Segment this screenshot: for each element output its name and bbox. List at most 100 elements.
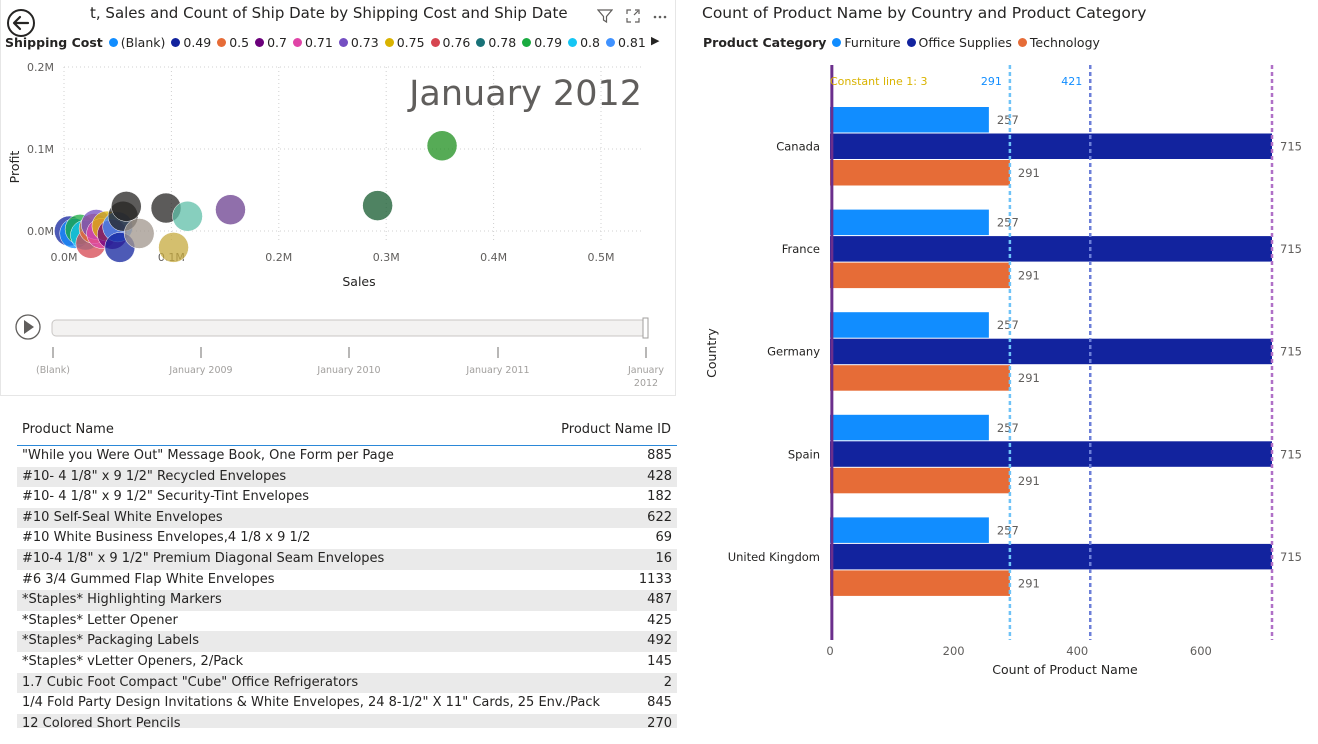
data-label: 257 xyxy=(997,523,1019,537)
cell-product-name: #6 3/4 Gummed Flap White Envelopes xyxy=(22,571,275,587)
reference-line-label: 291 xyxy=(981,75,1002,88)
play-axis-date-label: January 2012 xyxy=(407,74,642,114)
data-label: 715 xyxy=(1280,345,1302,359)
cell-product-name: *Staples* Highlighting Markers xyxy=(22,592,222,608)
cell-product-name: #10 White Business Envelopes,4 1/8 x 9 1… xyxy=(22,530,311,546)
bubble xyxy=(158,232,189,263)
table-row[interactable]: *Staples* Highlighting Markers 487 xyxy=(17,590,677,611)
legend-swatch xyxy=(906,38,916,47)
scatter-legend-item[interactable]: 0.8 xyxy=(568,35,600,50)
timeline-label: 2012 xyxy=(634,378,658,389)
table-row[interactable]: #10- 4 1/8" x 9 1/2" Security-Tint Envel… xyxy=(17,487,677,508)
table-row[interactable]: 12 Colored Short Pencils 270 xyxy=(17,713,677,728)
table-row[interactable]: #10 White Business Envelopes,4 1/8 x 9 1… xyxy=(17,528,677,549)
cell-product-id: 845 xyxy=(647,695,672,711)
more-options-icon[interactable] xyxy=(652,8,668,24)
play-icon xyxy=(24,320,34,334)
bar xyxy=(830,107,989,133)
table-row[interactable]: 1/4 Fold Party Design Invitations & Whit… xyxy=(17,693,677,714)
scatter-legend-item[interactable]: (Blank) xyxy=(108,35,166,50)
x-axis-title: Sales xyxy=(342,274,375,289)
scatter-legend-item[interactable]: 0.73 xyxy=(338,35,379,50)
data-label: 291 xyxy=(1018,166,1040,180)
legend-swatch xyxy=(1017,38,1027,47)
bar-legend-item[interactable]: Furniture xyxy=(832,35,901,50)
col-header-product-name[interactable]: Product Name xyxy=(22,422,114,437)
scatter-legend-item[interactable]: 0.81 xyxy=(605,35,646,50)
x-tick-label: 0.4M xyxy=(480,251,507,264)
cell-product-name: *Staples* Packaging Labels xyxy=(22,633,200,649)
category-label: Germany xyxy=(767,345,820,359)
cell-product-name: 12 Colored Short Pencils xyxy=(22,715,181,728)
bubble xyxy=(215,194,246,225)
cell-product-id: 16 xyxy=(655,550,672,566)
bar-legend-item[interactable]: Technology xyxy=(1017,35,1100,50)
legend-label: (Blank) xyxy=(120,35,166,50)
timeline-label: (Blank) xyxy=(36,365,70,376)
table-row[interactable]: #10-4 1/8" x 9 1/2" Premium Diagonal Sea… xyxy=(17,548,677,570)
bar-legend-item[interactable]: Office Supplies xyxy=(906,35,1012,50)
cell-product-name: #10- 4 1/8" x 9 1/2" Security-Tint Envel… xyxy=(22,489,309,505)
table-row[interactable]: #10 Self-Seal White Envelopes 622 xyxy=(17,507,677,529)
legend-label: 0.71 xyxy=(305,35,333,50)
y-tick-label: 0.2M xyxy=(27,61,54,74)
bubble xyxy=(426,130,458,161)
legend-next-arrow[interactable]: ▶ xyxy=(651,34,660,47)
bar xyxy=(830,441,1272,467)
legend-label: 0.81 xyxy=(617,35,646,50)
legend-label: 0.8 xyxy=(580,35,600,50)
table-row[interactable]: "While you Were Out" Message Book, One F… xyxy=(17,446,677,467)
timeline-label: January 2010 xyxy=(316,365,380,376)
cell-product-name: 1/4 Fold Party Design Invitations & Whit… xyxy=(22,695,601,711)
bar-title: Count of Product Name by Country and Pro… xyxy=(702,4,1147,22)
timeline-label: January 2011 xyxy=(465,365,529,376)
table-row[interactable]: #10- 4 1/8" x 9 1/2" Recycled Envelopes 4… xyxy=(17,466,677,488)
scatter-legend-item[interactable]: 0.75 xyxy=(384,35,425,50)
cell-product-id: 492 xyxy=(647,633,672,649)
legend-swatch xyxy=(293,38,302,47)
data-label: 291 xyxy=(1018,576,1040,590)
category-label: France xyxy=(782,242,820,256)
cell-product-id: 2 xyxy=(663,674,672,690)
scatter-legend-item[interactable]: 0.76 xyxy=(430,35,470,50)
scatter-legend-item[interactable]: 0.49 xyxy=(171,35,211,50)
cell-product-id: 270 xyxy=(647,715,672,728)
table-row[interactable]: *Staples* Packaging Labels 492 xyxy=(17,631,677,652)
legend-title: Shipping Cost xyxy=(5,35,103,50)
scatter-legend-item[interactable]: 0.79 xyxy=(522,35,562,50)
focus-mode-icon[interactable] xyxy=(625,8,641,24)
scatter-visual[interactable]: t, Sales and Count of Ship Date by Shipp… xyxy=(0,0,676,396)
scatter-plot: 0.2M0.1M0.0M0.0M0.1M0.2M0.3M0.4M0.5MSale… xyxy=(7,61,664,389)
timeline-handle[interactable] xyxy=(642,317,649,339)
data-label: 257 xyxy=(997,421,1019,435)
scatter-legend-item[interactable]: 0.7 xyxy=(255,35,287,50)
y-tick-label: 0.0M xyxy=(27,225,54,238)
legend-swatch xyxy=(108,38,118,47)
timeline-track[interactable] xyxy=(51,319,647,337)
table-row[interactable]: #6 3/4 Gummed Flap White Envelopes 1133 xyxy=(17,570,677,591)
legend-label: 0.73 xyxy=(350,35,379,50)
scatter-legend-item[interactable]: 0.71 xyxy=(293,35,333,50)
bubble xyxy=(123,218,155,249)
col-header-product-id[interactable]: Product Name ID xyxy=(561,422,671,437)
cell-product-id: 145 xyxy=(647,653,672,669)
legend-swatch xyxy=(568,38,578,47)
scatter-legend: Shipping Cost (Blank) 0.49 0.5 0.7 0.71 0.73 0… xyxy=(5,35,646,50)
cell-product-name: "While you Were Out" Message Book, One F… xyxy=(22,448,394,463)
table-row[interactable]: *Staples* Letter Opener 425 xyxy=(17,611,677,632)
cell-product-name: 1.7 Cubic Foot Compact "Cube" Office Ref… xyxy=(22,674,359,690)
category-label: United Kingdom xyxy=(728,550,820,564)
y-axis-title: Country xyxy=(704,328,719,378)
data-label: 257 xyxy=(997,318,1019,332)
legend-title: Product Category xyxy=(703,35,827,50)
filter-icon[interactable] xyxy=(597,8,613,24)
scatter-legend-item[interactable]: 0.78 xyxy=(476,35,516,50)
table-row[interactable]: *Staples* vLetter Openers, 2/Pack 145 xyxy=(17,652,677,673)
legend-swatch xyxy=(430,38,440,47)
scatter-legend-item[interactable]: 0.5 xyxy=(217,35,249,50)
product-table[interactable]: Product Name Product Name ID "While you … xyxy=(17,416,677,728)
back-button[interactable] xyxy=(6,8,36,38)
data-label: 715 xyxy=(1280,242,1302,256)
x-tick-label: 0.0M xyxy=(51,251,78,264)
table-row[interactable]: 1.7 Cubic Foot Compact "Cube" Office Ref… xyxy=(17,672,677,694)
